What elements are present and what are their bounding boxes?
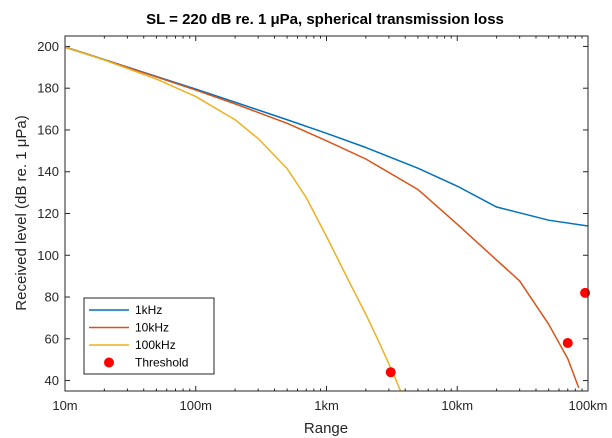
- chart-title: SL = 220 dB re. 1 μPa, spherical transmi…: [146, 11, 504, 28]
- legend-label: Threshold: [135, 356, 188, 370]
- series-line-100khz: [65, 46, 402, 391]
- threshold-point: [562, 337, 573, 348]
- legend-marker: [104, 357, 114, 368]
- legend-label: 10kHz: [135, 321, 169, 335]
- series-line-10khz: [65, 46, 580, 389]
- x-tick-label: 100m: [179, 398, 212, 413]
- y-tick-label: 140: [37, 164, 59, 179]
- y-tick-label: 180: [37, 81, 59, 96]
- legend: 1kHz 10kHz 100kHz Threshold: [83, 297, 215, 375]
- threshold-point: [385, 367, 396, 378]
- x-tick-label: 10km: [441, 398, 473, 413]
- y-tick-label: 100: [37, 248, 59, 263]
- y-tick-label: 40: [45, 373, 59, 388]
- threshold-point: [580, 287, 591, 298]
- axis-ticks: 10m 100m 1km 10km 100km 40 60 80 100 120 140 160 180…: [37, 36, 608, 413]
- x-tick-label: 10m: [52, 398, 77, 413]
- y-tick-label: 200: [37, 39, 59, 54]
- x-tick-label: 1km: [314, 398, 339, 413]
- y-axis-label: Received level (dB re. 1 μPa): [13, 115, 30, 310]
- y-tick-label: 60: [45, 331, 59, 346]
- series-layer: [65, 46, 588, 391]
- y-tick-label: 160: [37, 122, 59, 137]
- legend-label: 100kHz: [135, 338, 176, 352]
- legend-label: 1kHz: [135, 303, 162, 317]
- x-axis-label: Range: [304, 420, 348, 437]
- y-tick-label: 120: [37, 206, 59, 221]
- plot-frame: [64, 35, 589, 392]
- y-tick-label: 80: [45, 290, 59, 305]
- x-tick-label: 100km: [568, 398, 607, 413]
